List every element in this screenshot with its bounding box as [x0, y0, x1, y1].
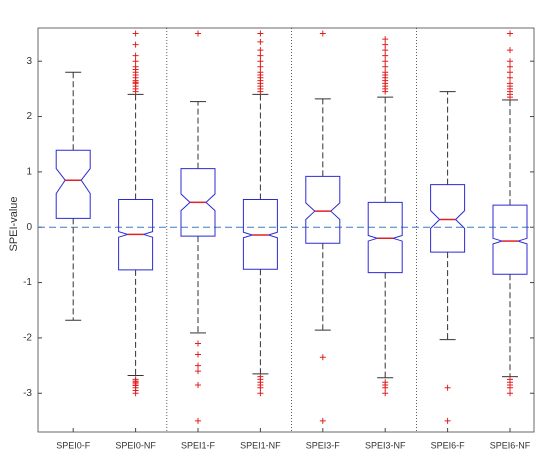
outlier: [195, 30, 201, 37]
outlier: [257, 47, 264, 54]
y-tick-label: 0: [26, 222, 32, 233]
outlier: [507, 74, 513, 81]
outlier: [257, 52, 264, 59]
outlier: [132, 63, 139, 70]
x-tick-label: SPEI1-F: [181, 440, 216, 450]
y-tick-label: -3: [23, 388, 32, 399]
outlier: [319, 30, 326, 37]
outlier: [507, 80, 513, 87]
outlier: [507, 384, 513, 391]
outlier: [507, 63, 513, 70]
outlier: [257, 384, 264, 391]
x-tick-label: SPEI3-NF: [365, 440, 406, 450]
outlier: [195, 362, 201, 369]
outlier: [319, 354, 326, 361]
x-tick-label: SPEI1-NF: [240, 440, 281, 450]
x-tick-label: SPEI6-F: [431, 440, 466, 450]
plot-frame: [37, 27, 535, 433]
outlier: [382, 69, 389, 76]
outlier: [195, 340, 201, 347]
outlier: [507, 390, 513, 397]
x-tick-label: SPEI3-F: [306, 440, 341, 450]
box: [118, 199, 154, 271]
box: [180, 168, 216, 237]
x-tick-label: SPEI0-NF: [115, 440, 156, 450]
y-tick-label: 1: [26, 167, 32, 178]
outlier: [257, 38, 264, 45]
outlier: [195, 368, 201, 375]
box: [55, 149, 91, 219]
outlier: [382, 58, 389, 65]
y-tick-label: 2: [26, 111, 32, 122]
outlier: [382, 47, 389, 54]
outlier: [507, 58, 513, 65]
outlier: [195, 417, 201, 424]
x-tick-label: SPEI0-F: [56, 440, 91, 450]
outlier: [319, 417, 326, 424]
outlier: [382, 36, 389, 43]
outlier: [132, 58, 139, 65]
outlier: [382, 390, 389, 397]
outlier: [382, 63, 389, 70]
outlier: [257, 69, 264, 76]
y-tick-label: -2: [23, 333, 32, 344]
outlier: [444, 417, 451, 424]
outlier: [507, 69, 513, 76]
y-tick-label: 3: [26, 56, 32, 67]
outlier: [195, 381, 201, 388]
y-axis-label: SPEI-value: [8, 196, 20, 251]
y-tick-label: -1: [23, 277, 32, 288]
outlier: [507, 47, 513, 54]
outlier: [382, 52, 389, 59]
outlier: [507, 30, 513, 37]
outlier: [257, 58, 264, 65]
outlier: [382, 384, 389, 391]
box: [305, 175, 341, 244]
box: [242, 199, 278, 270]
outlier: [132, 30, 139, 37]
outlier: [444, 384, 451, 391]
box: [492, 204, 528, 275]
outlier: [132, 52, 139, 59]
x-tick-label: SPEI6-NF: [490, 440, 531, 450]
outlier: [257, 30, 264, 37]
outlier: [195, 351, 201, 358]
box: [430, 184, 466, 253]
outlier: [257, 390, 264, 397]
outlier: [132, 390, 139, 397]
box: [367, 201, 403, 274]
outlier: [132, 41, 139, 48]
outlier: [257, 63, 264, 70]
outlier: [382, 41, 389, 48]
